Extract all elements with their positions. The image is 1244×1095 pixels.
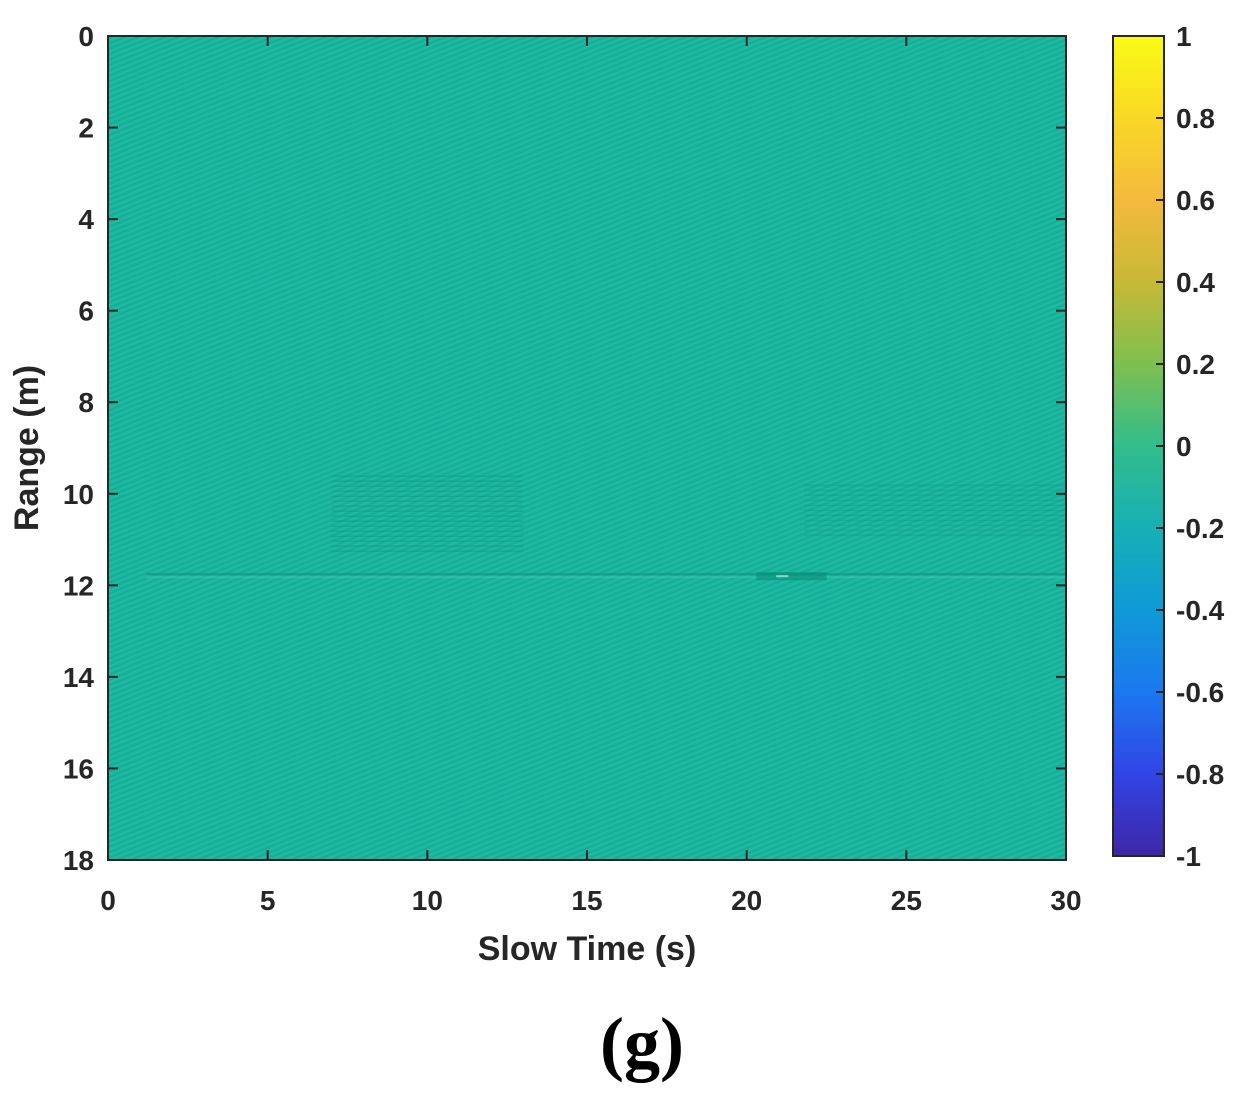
colorbar-tick-label: 0 <box>1176 431 1192 462</box>
panel-label: (g) <box>600 1003 684 1083</box>
x-tick-label: 30 <box>1050 885 1081 916</box>
activity-band-line <box>331 520 524 522</box>
colorbar-gradient <box>1112 35 1165 857</box>
range-stripe <box>146 573 1066 576</box>
colorbar-tick-label: -1 <box>1176 841 1201 872</box>
heatmap-features <box>146 475 1066 581</box>
activity-band-line <box>804 534 1066 537</box>
y-tick-label: 10 <box>63 479 94 510</box>
x-tick-label: 10 <box>412 885 443 916</box>
y-tick-label: 8 <box>78 387 94 418</box>
y-tick-label: 0 <box>78 21 94 52</box>
activity-band-line <box>331 495 524 497</box>
colorbar-tick-label: -0.8 <box>1176 759 1224 790</box>
colorbar-ticks: 1 0.8 0.6 0.4 0.2 0 -0.2 -0.4 -0.6 -0.8 -1 <box>1156 21 1225 872</box>
x-tick-label: 25 <box>891 885 922 916</box>
activity-band-line <box>331 505 524 507</box>
colorbar-tick-label: 0.2 <box>1176 349 1215 380</box>
colorbar-tick-label: 0.8 <box>1176 103 1215 134</box>
colorbar-tick-label: -0.2 <box>1176 513 1224 544</box>
activity-band-line <box>331 480 524 482</box>
activity-band-line <box>331 490 524 492</box>
activity-band-line <box>331 515 524 517</box>
activity-band-line <box>804 509 1066 512</box>
colorbar-tick-label: 0.6 <box>1176 185 1215 216</box>
colorbar-tick-label: 1 <box>1176 21 1192 52</box>
activity-band-line <box>331 540 524 542</box>
activity-band-line <box>331 550 524 552</box>
colorbar-tick-label: -0.6 <box>1176 677 1224 708</box>
colorbar-tick-label: -0.4 <box>1176 595 1225 626</box>
y-tick-label: 12 <box>63 570 94 601</box>
x-axis: 0 5 10 15 20 25 30 <box>100 36 1082 916</box>
activity-band-line <box>804 499 1066 502</box>
bright-spot <box>756 572 827 581</box>
bright-spot-core <box>776 575 789 578</box>
activity-band-line <box>331 485 524 487</box>
activity-band-line <box>804 504 1066 507</box>
activity-band-line <box>331 500 524 502</box>
activity-band-line <box>331 530 524 532</box>
activity-band-line <box>331 535 524 537</box>
plot-area <box>107 35 1067 861</box>
x-tick-label: 0 <box>100 885 116 916</box>
x-axis-label: Slow Time (s) <box>478 930 697 968</box>
x-tick-label: 20 <box>731 885 762 916</box>
activity-band-line <box>804 519 1066 522</box>
range-stripe-highlight <box>146 576 1066 579</box>
y-tick-label: 2 <box>78 113 94 144</box>
y-tick-label: 4 <box>78 204 94 235</box>
x-tick-label: 5 <box>260 885 276 916</box>
y-tick-label: 16 <box>63 753 94 784</box>
activity-band-line <box>804 489 1066 492</box>
activity-band-line <box>331 475 524 477</box>
activity-band-line <box>331 545 524 547</box>
activity-band-line <box>804 484 1066 487</box>
activity-band-line <box>331 525 524 527</box>
colorbar-tick-label: 0.4 <box>1176 267 1215 298</box>
y-tick-label: 6 <box>78 296 94 327</box>
x-tick-label: 15 <box>571 885 602 916</box>
y-axis: 0 2 4 6 8 10 12 14 16 18 <box>63 21 1066 876</box>
activity-band-line <box>804 529 1066 532</box>
activity-band-line <box>804 514 1066 517</box>
y-tick-label: 18 <box>63 845 94 876</box>
y-tick-label: 14 <box>63 662 95 693</box>
activity-band-line <box>331 510 524 512</box>
colorbar: 1 0.8 0.6 0.4 0.2 0 -0.2 -0.4 -0.6 -0.8 -1 <box>1112 21 1225 872</box>
heatmap-background <box>108 36 1066 860</box>
activity-band-line <box>804 524 1066 527</box>
activity-band-line <box>804 494 1066 497</box>
y-axis-label: Range (m) <box>8 365 46 531</box>
